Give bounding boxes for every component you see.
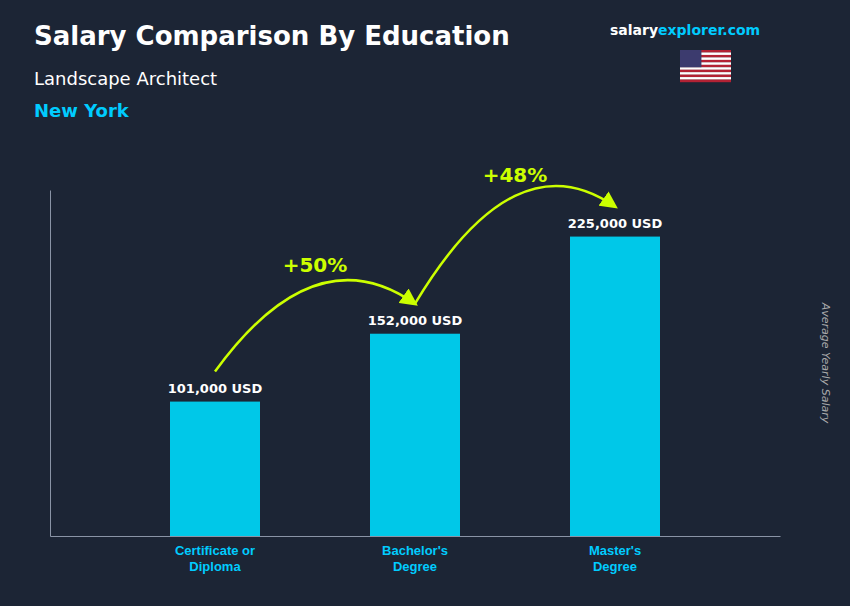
bar xyxy=(170,402,260,536)
title: Salary Comparison By Education xyxy=(34,21,510,51)
pct-label: +48% xyxy=(483,163,548,187)
site-domain: explorer.com xyxy=(658,22,760,38)
x-tick-label-line: Certificate or xyxy=(175,543,255,558)
flag-canton xyxy=(680,50,701,67)
flag-stripe xyxy=(680,72,731,75)
x-tick-label-line: Bachelor's xyxy=(382,543,448,558)
y-axis-line xyxy=(50,191,51,537)
flag-stripe xyxy=(680,70,731,73)
flag-stripe xyxy=(680,67,731,70)
arrow xyxy=(415,186,615,304)
x-tick-label-line: Degree xyxy=(393,559,437,574)
data-label: 225,000 USD xyxy=(568,216,663,231)
data-labels: 101,000 USD 152,000 USD 225,000 USD xyxy=(168,216,663,396)
x-tick-label-line: Diploma xyxy=(189,559,241,574)
y-axis xyxy=(50,191,51,537)
flag-stripe xyxy=(680,80,731,83)
x-axis-line xyxy=(51,536,781,537)
flag-stripe xyxy=(680,77,731,80)
pct-label: +50% xyxy=(283,253,348,277)
y-axis-title: Average Yearly Salary xyxy=(819,302,832,424)
location: New York xyxy=(34,100,130,121)
flag xyxy=(680,50,731,82)
site-name: salary xyxy=(610,22,658,38)
x-tick: Master'sDegree xyxy=(589,536,641,574)
flag-stripe xyxy=(680,75,731,78)
site-logo: salaryexplorer.com xyxy=(610,22,760,38)
x-tick-label: Bachelor'sDegree xyxy=(382,543,448,574)
background xyxy=(0,0,850,606)
x-tick-label-line: Master's xyxy=(589,543,641,558)
data-label: 101,000 USD xyxy=(168,381,263,396)
arrow xyxy=(215,280,415,371)
x-tick-label: Master'sDegree xyxy=(589,543,641,574)
x-tick: Certificate orDiploma xyxy=(175,536,255,574)
annotations: +50% +48% xyxy=(215,163,615,372)
x-tick: Bachelor'sDegree xyxy=(382,536,448,574)
subtitle: Landscape Architect xyxy=(34,68,217,89)
data-label: 152,000 USD xyxy=(368,313,463,328)
x-tick-label: Certificate orDiploma xyxy=(175,543,255,574)
x-tick-label-line: Degree xyxy=(593,559,637,574)
bar xyxy=(570,237,660,536)
x-axis: Certificate orDiplomaBachelor'sDegreeMas… xyxy=(51,536,781,574)
chart-svg: Salary Comparison By Education Landscape … xyxy=(0,0,850,606)
bar xyxy=(370,334,460,536)
